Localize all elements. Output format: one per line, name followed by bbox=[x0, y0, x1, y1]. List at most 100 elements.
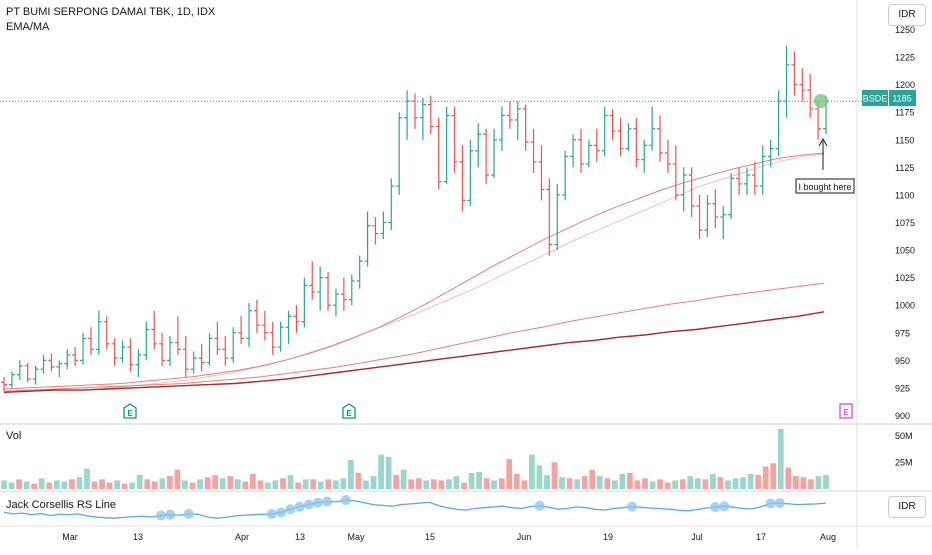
ohlc-bar bbox=[135, 349, 142, 377]
ohlc-bar bbox=[325, 272, 332, 311]
volume-bar bbox=[740, 477, 746, 489]
price-tick-label: 900 bbox=[895, 411, 910, 421]
volume-bar bbox=[770, 463, 777, 489]
volume-bar bbox=[408, 479, 415, 489]
price-tick-label: 1225 bbox=[895, 53, 915, 63]
volume-bar bbox=[212, 475, 219, 489]
earnings-marker-1[interactable]: E bbox=[123, 403, 137, 419]
earnings-marker-2[interactable]: E bbox=[342, 403, 356, 419]
volume-bar bbox=[679, 479, 686, 489]
price-tick-label: 1250 bbox=[895, 25, 915, 35]
volume-bar bbox=[348, 460, 354, 489]
ohlc-bar bbox=[317, 266, 324, 311]
ohlc-bar bbox=[570, 134, 577, 168]
volume-bar bbox=[76, 477, 83, 489]
ohlc-bar bbox=[72, 347, 79, 366]
time-tick-label: May bbox=[347, 532, 365, 542]
rs-new-high-dot bbox=[534, 500, 545, 511]
volume-bar bbox=[234, 479, 241, 489]
ohlc-bar bbox=[206, 332, 213, 366]
volume-bar bbox=[430, 479, 437, 489]
volume-label[interactable]: Vol bbox=[6, 430, 22, 442]
rs-new-high-dot bbox=[340, 494, 351, 505]
ohlc-bar bbox=[672, 145, 679, 201]
volume-bar bbox=[197, 479, 203, 489]
ohlc-bar bbox=[467, 139, 474, 206]
volume-bar bbox=[302, 479, 309, 489]
time-axis-ticks: Mar 13 Apr 13 May 15 Jun 19 Jul 17 Aug bbox=[62, 532, 836, 542]
price-tick-label: 925 bbox=[895, 383, 910, 393]
volume-bar bbox=[257, 480, 264, 489]
earnings-marker-upcoming[interactable]: E bbox=[839, 403, 853, 419]
volume-bar bbox=[317, 481, 324, 489]
volume-bar bbox=[332, 480, 339, 489]
ohlc-bar bbox=[688, 167, 695, 217]
volume-bar bbox=[415, 478, 422, 489]
ohlc-bar bbox=[396, 112, 403, 195]
ohlc-bar bbox=[577, 128, 584, 173]
volume-bar bbox=[634, 480, 641, 489]
volume-bar bbox=[694, 478, 701, 489]
volume-bar bbox=[272, 480, 279, 489]
volume-bars bbox=[1, 428, 829, 489]
volume-bar bbox=[159, 478, 166, 489]
volume-bar bbox=[23, 481, 30, 489]
ohlc-bar bbox=[301, 277, 308, 328]
ohlc-bar bbox=[356, 255, 363, 289]
time-tick-label: 13 bbox=[133, 532, 143, 542]
rs-new-high-dot bbox=[719, 501, 730, 512]
ohlc-bar bbox=[720, 205, 727, 240]
volume-bar bbox=[483, 478, 490, 489]
ohlc-bar bbox=[151, 310, 158, 350]
ohlc-bar bbox=[24, 362, 31, 383]
volume-bar bbox=[491, 480, 498, 489]
volume-bar bbox=[136, 475, 143, 489]
rs-new-high-dot bbox=[710, 501, 721, 512]
rs-line-label[interactable]: Jack Corsellis RS Line bbox=[6, 499, 117, 511]
volume-bar bbox=[84, 468, 90, 489]
moving-average-line bbox=[3, 311, 825, 393]
volume-bar bbox=[453, 476, 460, 489]
ohlc-bar bbox=[593, 128, 600, 162]
volume-bar bbox=[544, 475, 550, 489]
volume-bar bbox=[498, 478, 505, 489]
ohlc-bar bbox=[475, 123, 482, 168]
indicator-label[interactable]: EMA/MA bbox=[6, 21, 50, 33]
currency-badge[interactable]: IDR bbox=[888, 4, 926, 26]
volume-bar bbox=[400, 469, 407, 489]
ohlc-bar bbox=[617, 117, 624, 157]
rs-currency-badge[interactable]: IDR bbox=[888, 496, 926, 518]
ohlc-bar bbox=[712, 189, 719, 229]
ohlc-bar bbox=[483, 128, 490, 184]
ohlc-bar bbox=[451, 106, 458, 173]
volume-bar bbox=[627, 472, 633, 489]
volume-tick-label: 50M bbox=[895, 431, 913, 441]
volume-bar bbox=[536, 465, 543, 489]
rs-new-high-dot bbox=[322, 496, 333, 507]
volume-bar bbox=[227, 476, 234, 489]
ohlc-bar bbox=[506, 101, 513, 129]
rs-new-high-dot bbox=[276, 507, 287, 518]
volume-bar bbox=[8, 482, 15, 489]
rs-new-high-dot bbox=[165, 509, 176, 520]
bought-here-annotation[interactable]: I bought here bbox=[795, 94, 855, 194]
ohlc-bar bbox=[119, 340, 126, 363]
volume-tick-label: 25M bbox=[895, 458, 913, 468]
volume-bar bbox=[468, 472, 475, 489]
ohlc-bar bbox=[166, 336, 173, 366]
volume-bar bbox=[204, 477, 211, 489]
moving-average-line bbox=[103, 153, 825, 389]
volume-bar bbox=[619, 473, 626, 489]
rs-new-high-dot bbox=[156, 510, 167, 521]
ohlc-bar bbox=[285, 310, 292, 344]
rs-new-high-dot bbox=[294, 501, 305, 512]
price-tag-value: 1185 bbox=[892, 94, 911, 104]
ohlc-bar bbox=[56, 360, 63, 377]
ohlc-bar bbox=[585, 139, 592, 168]
ohlc-bar bbox=[182, 336, 189, 377]
ohlc-bar bbox=[704, 194, 711, 237]
ohlc-bar bbox=[625, 123, 632, 151]
moving-average-line bbox=[3, 152, 825, 390]
